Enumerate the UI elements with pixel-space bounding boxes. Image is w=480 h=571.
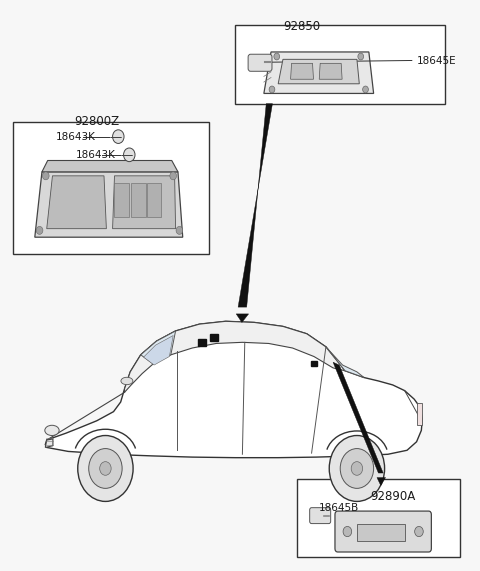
Text: 92800Z: 92800Z [74, 115, 120, 128]
Polygon shape [47, 176, 107, 228]
Polygon shape [377, 477, 385, 485]
Circle shape [269, 86, 275, 93]
Polygon shape [319, 63, 342, 79]
Polygon shape [144, 336, 173, 365]
Circle shape [415, 526, 423, 537]
Circle shape [89, 449, 122, 488]
Bar [115, 183, 129, 218]
Polygon shape [45, 321, 422, 458]
Circle shape [363, 86, 368, 93]
Polygon shape [236, 314, 249, 323]
Text: 18643K: 18643K [56, 132, 96, 142]
Polygon shape [124, 321, 345, 392]
Text: 18643K: 18643K [75, 150, 115, 160]
Circle shape [340, 449, 373, 488]
Bar [131, 183, 145, 218]
Circle shape [351, 461, 363, 475]
Circle shape [42, 172, 49, 180]
Text: 18645E: 18645E [417, 56, 456, 66]
FancyBboxPatch shape [248, 54, 272, 71]
Bar [147, 183, 161, 218]
Circle shape [170, 172, 177, 180]
Circle shape [176, 227, 183, 234]
Circle shape [36, 227, 43, 234]
Circle shape [358, 53, 364, 60]
Polygon shape [278, 59, 360, 84]
Ellipse shape [45, 425, 59, 436]
Polygon shape [326, 347, 364, 377]
Bar [210, 335, 217, 341]
Bar [198, 339, 205, 345]
Text: 92890A: 92890A [370, 489, 415, 502]
Circle shape [329, 436, 384, 501]
Circle shape [100, 461, 111, 475]
Bar [13, 122, 209, 254]
Bar [311, 360, 317, 366]
Text: 18645B: 18645B [319, 503, 359, 513]
Polygon shape [333, 362, 383, 473]
Bar [357, 524, 405, 541]
Polygon shape [35, 172, 183, 237]
Bar [417, 403, 422, 425]
Circle shape [343, 526, 352, 537]
Circle shape [274, 53, 280, 60]
Bar [297, 478, 459, 557]
FancyBboxPatch shape [310, 508, 331, 524]
Polygon shape [45, 439, 53, 448]
FancyBboxPatch shape [335, 511, 432, 552]
Circle shape [78, 436, 133, 501]
Polygon shape [290, 63, 313, 79]
Circle shape [123, 148, 135, 162]
Text: 92850: 92850 [284, 20, 321, 33]
Polygon shape [42, 160, 178, 172]
Polygon shape [238, 104, 273, 307]
Bar [235, 25, 445, 104]
Ellipse shape [121, 377, 133, 385]
Circle shape [113, 130, 124, 143]
Polygon shape [264, 52, 373, 94]
Polygon shape [141, 331, 176, 364]
Polygon shape [113, 176, 176, 228]
